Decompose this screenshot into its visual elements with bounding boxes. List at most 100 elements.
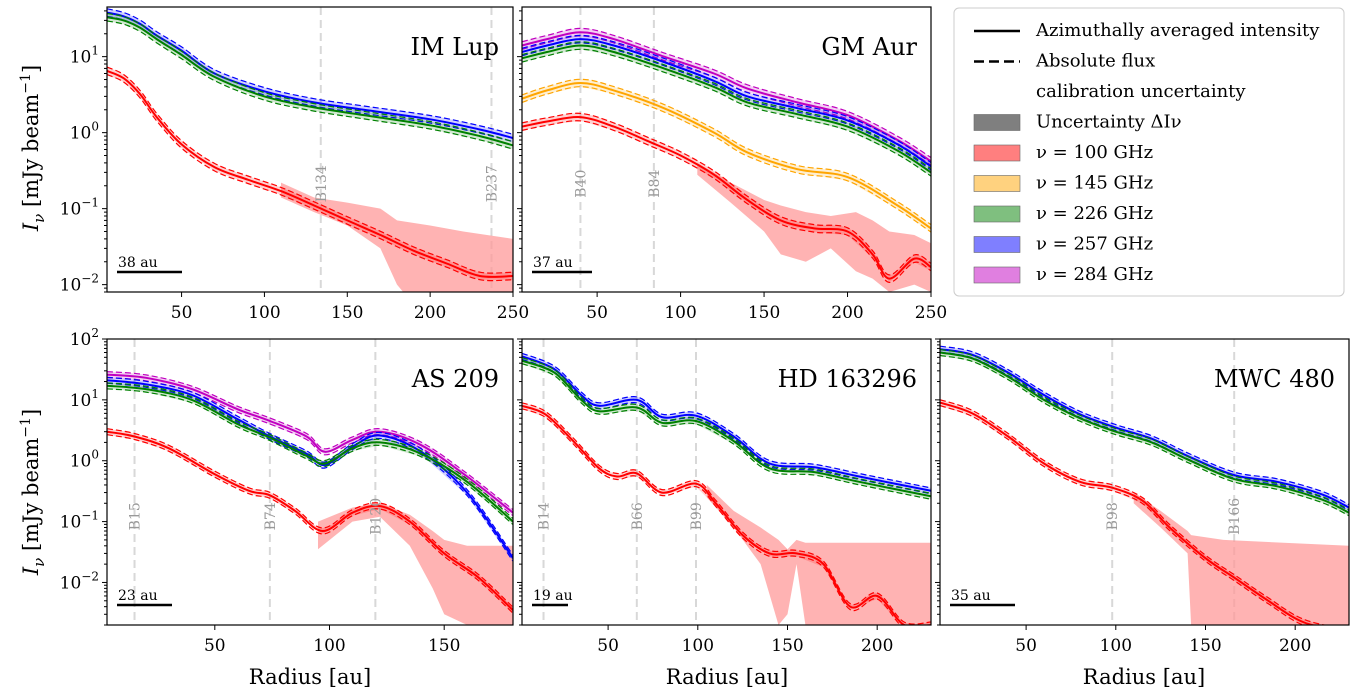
axes-frame [521,338,932,626]
legend-patch [973,175,1021,192]
y-tick-label: 102 [70,326,99,350]
series-line-226ghz [522,44,931,174]
gap-label-b120: B120 [368,498,384,535]
flux-upper-257ghz [940,345,1349,506]
x-tick-label: 50 [1015,636,1037,656]
x-axis-label-1: Radius [au] [249,665,371,689]
flux-lower-100ghz [940,405,1305,625]
x-tick-label: 150 [1189,636,1221,656]
y-tick-label: 10−2 [60,569,99,593]
x-tick-label: 200 [861,636,893,656]
series-line-100ghz [107,430,513,611]
x-tick-label: 250 [915,303,947,323]
x-axis-label-2: Radius [au] [666,665,788,689]
gap-label-b84: B84 [647,170,663,198]
legend-frame [953,7,1345,297]
panels: B134 B237 50 100 150 200 250 10−2 10−1 100 101 IM L… [60,6,1350,656]
gap-label-b66: B66 [630,502,646,530]
flux-upper-226ghz [107,382,513,520]
flux-band-100ghz [940,399,1325,625]
flux-upper-145ghz [522,78,931,226]
series-line-257ghz [940,348,1349,509]
plot-area [522,7,931,292]
gap-label-b15: B15 [128,502,144,530]
scale-bar-label: 19 au [533,588,573,604]
flux-lower-257ghz [522,42,931,171]
x-tick-label: 100 [1100,636,1132,656]
series-line-284ghz [107,373,513,514]
flux-upper-100ghz [940,399,1328,625]
plot-area [107,7,513,292]
flux-lower-100ghz [107,74,513,282]
gap-label-b134: B134 [314,165,330,202]
flux-upper-284ghz [522,27,931,159]
panel-title: GM Aur [821,33,917,61]
flux-lower-226ghz [107,20,513,150]
panel-mwc-480: B98 B166 50 100 150 200 MWC 480 35 au [935,338,1350,656]
x-tick-label: 50 [204,636,226,656]
gap-label-b74: B74 [263,502,279,530]
panel-as-209: B15 B74 B120 50 100 150 10−2 10−1 100 101 102 AS 20… [60,326,514,656]
x-tick-label: 200 [831,303,863,323]
x-tick-label: 50 [171,303,193,323]
legend-entry: Uncertainty ΔIν [1036,112,1182,133]
x-tick-label: 50 [597,636,619,656]
x-tick-label: 100 [682,636,714,656]
flux-lower-257ghz [522,358,931,495]
flux-lower-145ghz [522,86,931,233]
gap-label-b99: B99 [689,502,705,530]
flux-band-257ghz [107,8,513,142]
legend-entry: ν = 226 GHz [1036,203,1153,224]
flux-lower-100ghz [522,120,931,283]
series-line-284ghz [522,31,931,163]
y-axis-label-bottom: Iν [mJy beam−1] [18,409,48,576]
flux-upper-100ghz [107,66,513,274]
legend-entry: ν = 257 GHz [1036,234,1153,255]
series-line-100ghz [107,69,513,278]
panel-title: AS 209 [411,365,499,393]
y-axis-label-top: Iν [mJy beam−1] [18,65,48,232]
flux-lower-226ghz [107,388,513,526]
gap-label-b98: B98 [1105,502,1121,530]
series-line-226ghz [522,359,931,498]
panel-title: HD 163296 [778,365,917,393]
flux-lower-226ghz [522,363,931,500]
x-tick-label: 150 [331,303,363,323]
x-tick-label: 50 [586,303,608,323]
scale-bar-label: 37 au [533,255,573,271]
series-line-100ghz [522,115,931,280]
flux-lower-100ghz [107,434,513,614]
legend: Azimuthally averaged intensity Absolute f… [953,7,1345,297]
legend-patch [973,114,1021,131]
flux-upper-257ghz [522,34,931,164]
gap-label-b14: B14 [537,502,553,530]
flux-upper-226ghz [940,348,1349,511]
flux-upper-284ghz [107,371,513,511]
legend-entry: Absolute flux [1035,51,1155,72]
series-line-100ghz [940,401,1316,625]
x-tick-label: 250 [497,303,529,323]
flux-upper-100ghz [107,428,513,608]
flux-band-226ghz [107,13,513,150]
y-tick-label: 10−2 [60,272,99,296]
y-tick-label: 100 [70,448,99,472]
x-tick-label: 200 [414,303,446,323]
panel-title: IM Lup [411,33,499,61]
gap-label-b166: B166 [1227,498,1243,535]
plot-area [522,339,931,625]
flux-upper-257ghz [107,8,513,135]
flux-upper-100ghz [522,112,931,276]
legend-patch [973,205,1021,223]
series-line-257ghz [107,11,513,139]
y-tick-label: 100 [70,120,99,144]
panel-im-lup: B134 B237 50 100 150 200 250 10−2 10−1 100 101 IM L… [60,6,529,323]
legend-patch [973,144,1021,162]
x-tick-label: 200 [1279,636,1311,656]
axes-frame [106,338,514,626]
x-tick-label: 100 [664,303,696,323]
legend-entry: ν = 145 GHz [1036,173,1153,194]
scale-bar-label: 38 au [118,255,158,271]
series-line-257ghz [522,355,931,492]
series-line-226ghz [107,16,513,147]
